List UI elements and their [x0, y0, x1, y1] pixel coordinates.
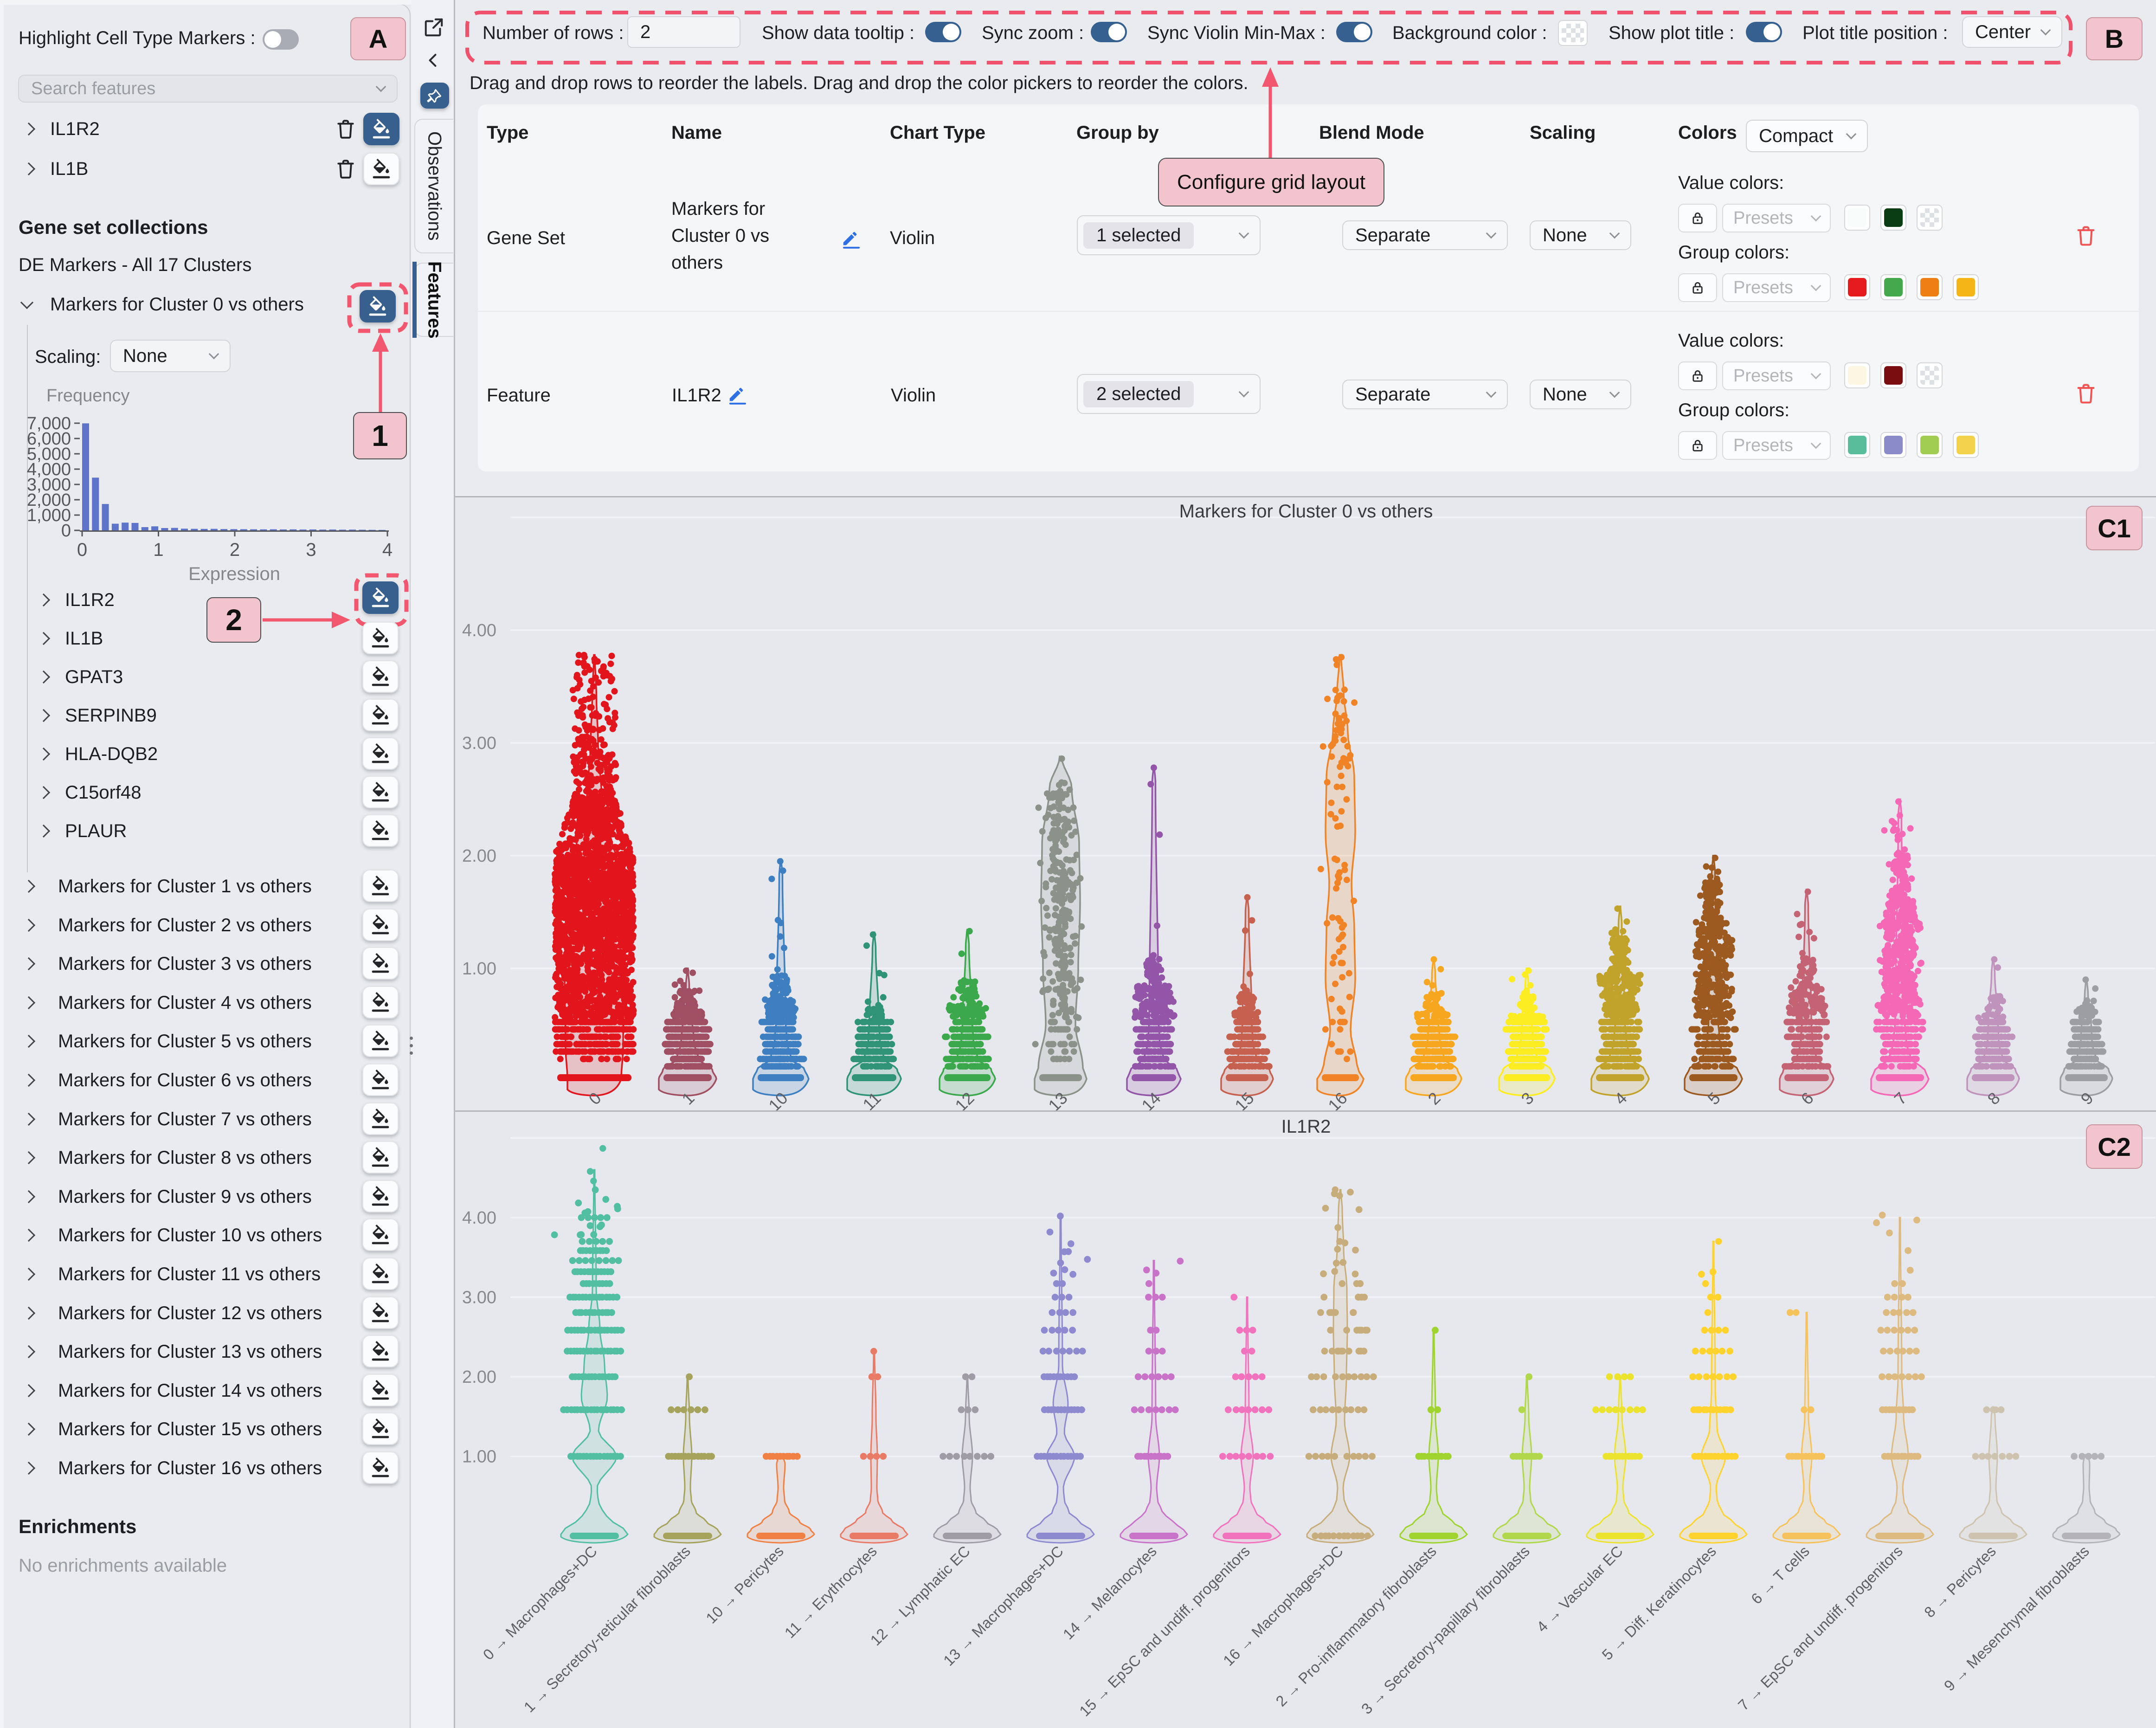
svg-text:1.00: 1.00 [462, 959, 496, 979]
svg-text:2.00: 2.00 [462, 846, 496, 866]
svg-text:4.00: 4.00 [462, 621, 496, 640]
svg-text:Markers for Cluster 0 vs other: Markers for Cluster 0 vs others [1179, 501, 1433, 522]
svg-text:3.00: 3.00 [462, 734, 496, 753]
